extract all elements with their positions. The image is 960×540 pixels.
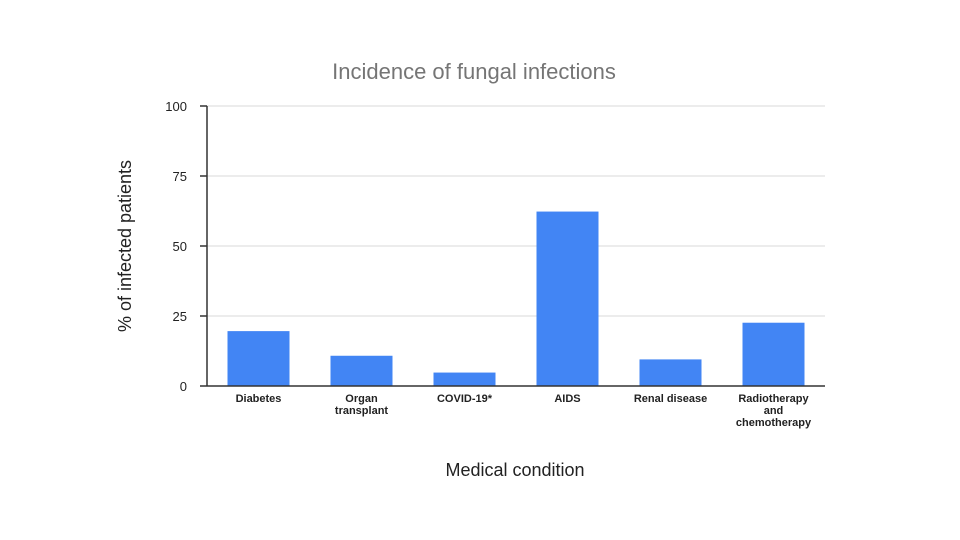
y-tick-label: 75 — [173, 169, 187, 184]
y-tick-label: 100 — [165, 99, 187, 114]
x-tick-label-line: transplant — [335, 405, 389, 417]
x-tick-label: Diabetes — [236, 393, 282, 405]
bar-renal-disease — [639, 359, 702, 386]
bar-organ-transplant — [330, 355, 393, 386]
x-tick-label-line: Radiotherapy — [738, 393, 809, 405]
x-tick-label-line: chemotherapy — [736, 417, 812, 429]
x-tick-label: COVID-19* — [437, 393, 493, 405]
x-tick-label-line: COVID-19* — [437, 393, 493, 405]
y-axis-label: % of infected patients — [115, 160, 135, 332]
x-tick-label: Radiotherapy and chemotherapy — [736, 393, 812, 429]
x-tick-label-line: Renal disease — [634, 393, 707, 405]
x-tick-label-line: and — [764, 405, 784, 417]
bar-radiotherapy-and-chemotherapy — [742, 322, 805, 386]
y-tick-label: 25 — [173, 309, 187, 324]
y-tick-label: 0 — [180, 379, 187, 394]
x-tick-label: Organ transplant — [335, 393, 389, 417]
bars — [227, 211, 805, 386]
y-tick-label: 50 — [173, 239, 187, 254]
x-tick-label-line: AIDS — [554, 393, 580, 405]
x-tick-label: AIDS — [554, 393, 580, 405]
bar-aids — [536, 211, 599, 386]
x-axis-ticks: Diabetes Organ transplant COVID-19* AIDS Rena… — [236, 393, 812, 429]
bar-diabetes — [227, 331, 290, 386]
gridlines — [207, 105, 825, 317]
chart-title: Incidence of fungal infections — [332, 59, 616, 84]
y-axis-ticks: 0 25 50 75 100 — [165, 99, 207, 394]
x-tick-label-line: Organ — [345, 393, 378, 405]
bar-covid-19 — [433, 372, 496, 386]
x-tick-label-line: Diabetes — [236, 393, 282, 405]
x-axis-label: Medical condition — [445, 460, 584, 480]
x-tick-label: Renal disease — [634, 393, 707, 405]
